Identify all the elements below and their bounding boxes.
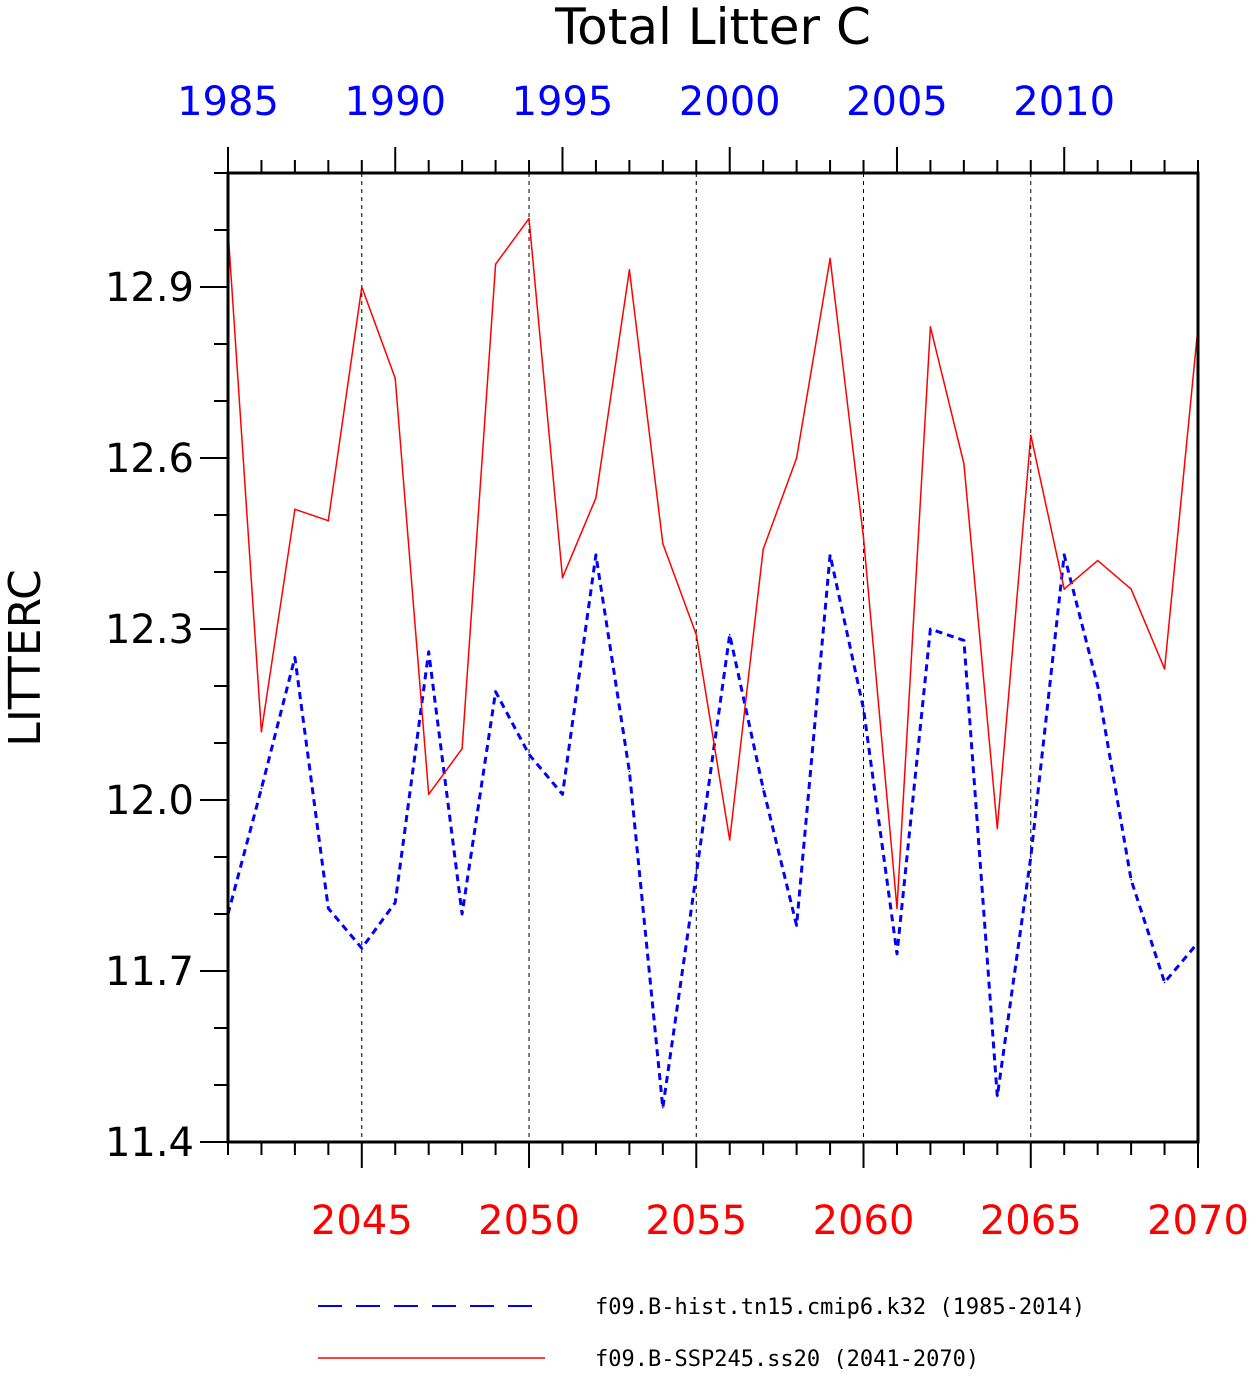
series-2-point — [795, 457, 798, 459]
series-2-point — [996, 827, 999, 830]
top-tick-label: 1990 — [344, 79, 446, 125]
series-1-point — [461, 913, 463, 915]
series-2-point — [1163, 668, 1166, 670]
series-2-point — [260, 730, 263, 733]
series-2-point — [896, 907, 898, 910]
series-1-point — [929, 628, 932, 630]
series-2-point — [461, 747, 463, 750]
series-1-point — [996, 1095, 999, 1098]
series-2-point — [929, 326, 932, 328]
series-line-2 — [227, 217, 1199, 910]
series-2-point — [1130, 588, 1132, 590]
series-1-point — [327, 907, 330, 910]
bottom-tick-label: 2070 — [1147, 1198, 1249, 1244]
series-2-point — [862, 537, 865, 539]
series-1-point — [862, 708, 865, 710]
y-tick-label: 11.7 — [105, 949, 194, 995]
series-1-point — [494, 690, 497, 693]
series-1-point — [294, 656, 296, 659]
series-2-point — [294, 508, 296, 511]
series-1-point — [628, 770, 631, 773]
top-tick-label: 2010 — [1013, 79, 1115, 125]
series-lines — [226, 217, 1200, 1110]
top-tick-label: 2000 — [679, 79, 781, 125]
series-1-point — [427, 651, 430, 653]
y-tick-label: 12.3 — [105, 607, 194, 653]
series-1-point — [662, 1107, 664, 1109]
series-2-point — [528, 217, 530, 220]
series-2-point — [427, 793, 430, 796]
series-2-point — [829, 257, 831, 260]
series-2-point — [662, 542, 664, 545]
series-line-1 — [226, 553, 1200, 1110]
y-axis-label: LITTERC — [0, 569, 51, 746]
series-1-point — [1096, 685, 1099, 687]
bottom-tick-label: 2060 — [813, 1198, 915, 1244]
series-1-point — [829, 554, 831, 556]
series-1-point — [260, 787, 263, 790]
series-2-point — [394, 377, 397, 380]
y-tick-label: 11.4 — [105, 1120, 194, 1166]
series-1-point — [728, 633, 731, 636]
axes: 11.4 11.7 12.0 12.3 12.6 12.9 1985 1990 1995 2000… — [105, 79, 1249, 1244]
series-2-point — [1029, 434, 1032, 437]
top-tick-label: 1985 — [177, 79, 279, 125]
series-2-point — [561, 576, 564, 579]
series-2-point — [695, 633, 698, 636]
series-2-point — [628, 269, 631, 271]
series-1-point — [1029, 856, 1032, 858]
series-2-point — [360, 286, 363, 288]
series-2-point — [728, 839, 731, 841]
bottom-tick-label: 2045 — [311, 1198, 413, 1244]
series-2-point — [327, 519, 330, 522]
top-tick-label: 1995 — [512, 79, 614, 125]
legend-label-1: f09.B-hist.tn15.cmip6.k32 (1985-2014) — [595, 1295, 1085, 1320]
series-1-point — [963, 639, 965, 642]
series-1-point — [795, 924, 798, 927]
series-2-point — [1063, 588, 1066, 590]
legend: f09.B-hist.tn15.cmip6.k32 (1985-2014) f09… — [318, 1295, 1085, 1372]
series-1-point — [1063, 554, 1066, 556]
series-2-point — [1096, 559, 1099, 562]
legend-label-2: f09.B-SSP245.ss20 (2041-2070) — [595, 1347, 979, 1372]
series-1-point — [1163, 981, 1166, 984]
series-1-point — [561, 793, 564, 796]
vertical-grid-lines — [361, 173, 1032, 1142]
y-tick-label: 12.6 — [105, 436, 194, 482]
series-2-point — [762, 548, 764, 550]
y-tick-label: 12.9 — [105, 265, 194, 311]
bottom-tick-label: 2065 — [980, 1198, 1082, 1244]
series-1-point — [1130, 879, 1132, 881]
series-1-point — [695, 873, 698, 875]
series-1-point — [896, 953, 898, 955]
plot-frame — [226, 171, 1200, 1144]
chart-title: Total Litter C — [554, 0, 871, 56]
series-1-point — [595, 554, 597, 556]
series-2-point — [595, 497, 597, 499]
bottom-tick-label: 2050 — [478, 1198, 580, 1244]
top-tick-label: 2005 — [846, 79, 948, 125]
series-1-point — [528, 753, 530, 756]
y-tick-label: 12.0 — [105, 778, 194, 824]
series-1-point — [394, 901, 397, 904]
bottom-tick-label: 2055 — [645, 1198, 747, 1244]
series-2-point — [494, 263, 497, 266]
series-1-point — [762, 787, 764, 790]
series-2-point — [963, 462, 965, 465]
series-1-point — [360, 947, 363, 949]
